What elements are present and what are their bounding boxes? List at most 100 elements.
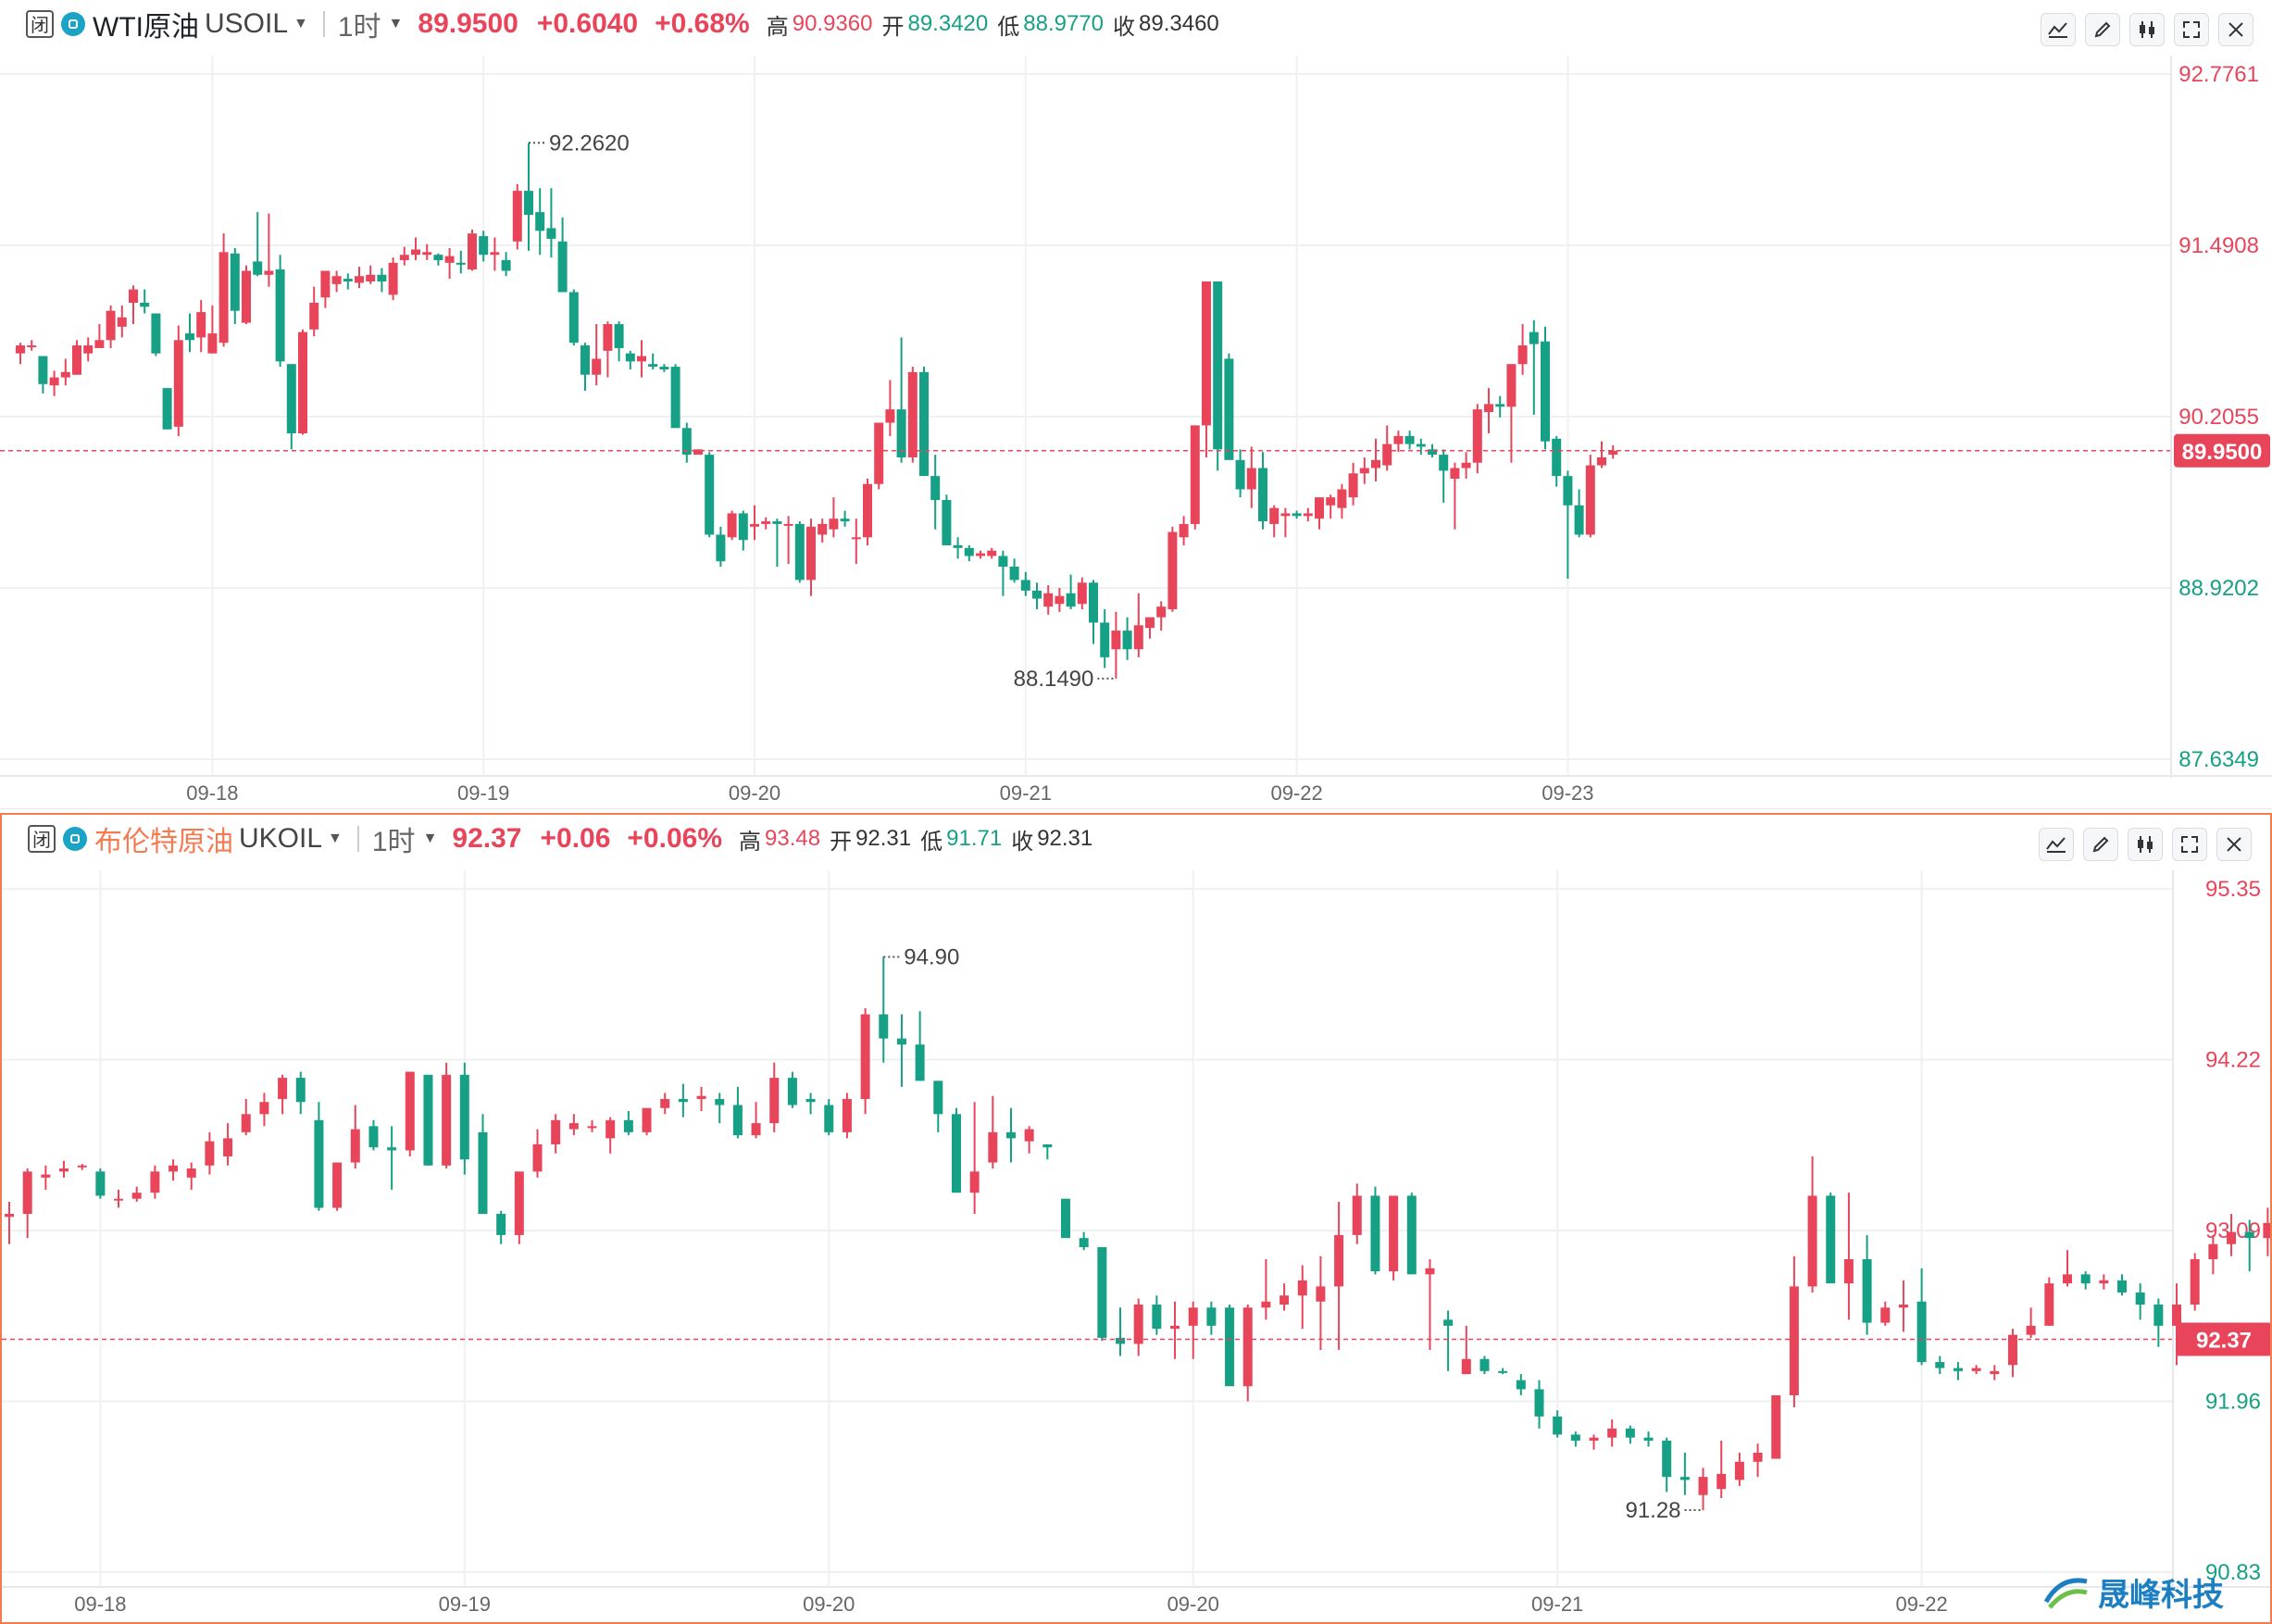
- candle-body: [1202, 281, 1211, 426]
- candle: [1393, 431, 1404, 453]
- fullscreen-button[interactable]: [2172, 828, 2207, 861]
- interval-dropdown-caret-icon[interactable]: ▼: [388, 16, 404, 31]
- candle: [987, 547, 997, 559]
- candle: [1213, 281, 1223, 471]
- candle-body: [969, 1171, 980, 1193]
- current-price-label: 92.37: [2196, 1329, 2252, 1354]
- candle-body: [1269, 507, 1280, 524]
- candle-body: [38, 356, 48, 384]
- candle-body: [1337, 489, 1347, 508]
- candle-body: [915, 1044, 925, 1081]
- candle-body: [1225, 1307, 1235, 1387]
- candle: [1495, 395, 1505, 418]
- candle: [444, 247, 455, 280]
- candle: [648, 353, 658, 369]
- candle: [83, 337, 94, 362]
- candle-body: [459, 1074, 469, 1160]
- candle: [456, 250, 466, 274]
- candle: [1315, 497, 1324, 530]
- usoil-candlestick-chart[interactable]: 92.7761 91.4908 90.2055 88.9202 87.6349 09-18…: [0, 0, 2272, 809]
- candle-body: [1042, 1143, 1053, 1148]
- candle-body: [1261, 1301, 1271, 1308]
- candle: [1916, 1268, 1927, 1366]
- low-label: 低: [920, 829, 943, 855]
- instrument-name[interactable]: WTI原油: [93, 12, 199, 43]
- interval-selector[interactable]: 1时: [371, 827, 416, 857]
- candle-body: [1079, 1238, 1089, 1247]
- candle-body: [230, 253, 240, 311]
- candle: [863, 479, 872, 545]
- candle-body: [72, 345, 81, 375]
- candle-body: [196, 312, 206, 338]
- instrument-dropdown-caret-icon[interactable]: ▼: [293, 16, 308, 31]
- instrument-dropdown-caret-icon[interactable]: ▼: [328, 831, 343, 846]
- candle: [592, 324, 602, 386]
- interval-selector[interactable]: 1时: [337, 12, 381, 43]
- candle: [230, 247, 240, 325]
- candle: [2153, 1298, 2164, 1347]
- candle: [59, 1160, 69, 1178]
- close-icon: [2227, 837, 2241, 852]
- price-tick-label: 87.6349: [2178, 747, 2259, 772]
- candle-body: [1116, 1337, 1126, 1344]
- candle: [732, 1086, 743, 1139]
- candle: [1574, 489, 1584, 538]
- candle-body: [405, 1071, 415, 1151]
- candle-body: [1258, 468, 1267, 522]
- candle-style-button[interactable]: [2129, 13, 2165, 46]
- candle-body: [41, 1174, 51, 1178]
- candle-body: [1753, 1453, 1763, 1462]
- candle: [1529, 319, 1539, 415]
- candle-body: [842, 1098, 852, 1132]
- candle-body: [1971, 1368, 1981, 1371]
- candle-body: [953, 544, 963, 548]
- candle-body: [162, 388, 172, 430]
- instrument-name[interactable]: 布伦特原油: [94, 827, 233, 857]
- candle-body: [557, 241, 568, 293]
- candle: [896, 1014, 906, 1087]
- candle: [1416, 438, 1426, 456]
- candle: [930, 455, 941, 530]
- draw-button[interactable]: [2085, 13, 2120, 46]
- candle-body: [787, 1078, 797, 1106]
- candle-body: [1484, 404, 1493, 413]
- low-value: 88.9770: [1023, 11, 1105, 36]
- candle: [1734, 1453, 1744, 1486]
- candle-body: [2062, 1274, 2072, 1284]
- candle-body: [1188, 1307, 1198, 1326]
- candle-body: [1077, 582, 1087, 605]
- candle: [1597, 441, 1606, 468]
- candle: [253, 212, 263, 277]
- candle: [478, 1114, 488, 1215]
- candle: [207, 305, 218, 354]
- interval-dropdown-caret-icon[interactable]: ▼: [422, 831, 438, 846]
- candle: [366, 265, 376, 284]
- candle: [114, 1189, 124, 1208]
- close-button[interactable]: [2216, 828, 2252, 861]
- price-change: +0.06: [540, 823, 611, 854]
- candle: [580, 343, 590, 392]
- last-price: 89.9500: [418, 8, 518, 39]
- candle: [1553, 1410, 1563, 1438]
- instrument-code[interactable]: UKOIL: [239, 823, 323, 854]
- candle-body: [1024, 1129, 1034, 1142]
- instrument-code[interactable]: USOIL: [204, 8, 289, 39]
- candle-body: [1167, 531, 1178, 610]
- candle: [1111, 611, 1121, 679]
- date-tick-label: 09-18: [74, 1593, 126, 1616]
- candle-body: [2044, 1283, 2054, 1326]
- candle: [1020, 571, 1030, 596]
- candle-body: [1608, 450, 1618, 456]
- fullscreen-button[interactable]: [2174, 13, 2209, 46]
- indicator-button[interactable]: [2039, 828, 2074, 861]
- draw-button[interactable]: [2083, 828, 2118, 861]
- close-button[interactable]: [2218, 13, 2253, 46]
- candle: [761, 517, 771, 530]
- candle: [1563, 470, 1573, 579]
- candle-style-button[interactable]: [2128, 828, 2163, 861]
- candle-body: [1133, 625, 1143, 650]
- indicator-button[interactable]: [2041, 13, 2076, 46]
- candle: [140, 289, 150, 314]
- market-status-badge: 闭: [26, 10, 54, 38]
